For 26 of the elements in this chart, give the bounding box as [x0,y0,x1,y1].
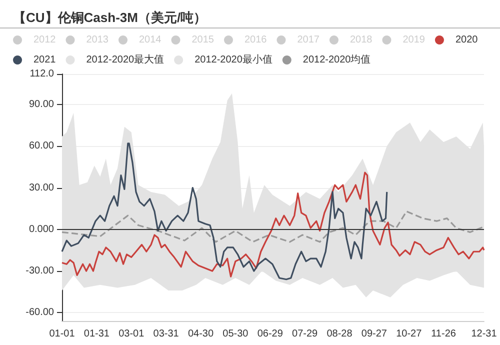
x-tick-label: 01-01 [49,328,76,340]
legend-label: 2021 [34,54,56,66]
chart-title: 【CU】伦铜Cash-3M（美元/吨） [13,10,207,25]
y-tick-label: -60.00 [26,307,54,318]
y-tick-label: 112.0 [30,68,54,80]
y-tick-label: 60.00 [28,140,54,152]
y-tick-label: 0.000 [28,224,54,235]
x-tick-label: 03-01 [118,328,145,340]
y-tick-label: 30.00 [28,182,54,194]
x-tick-label: 04-30 [188,328,214,340]
x-tick-label: 09-27 [361,328,388,340]
legend-label: 2020 [455,34,478,46]
legend-label: 2012-2020最小值 [194,54,272,66]
x-tick-label: 05-30 [222,328,249,340]
x-tick-label: 11-26 [431,328,456,340]
legend-label: 2012-2020均值 [302,54,371,66]
x-tick-label: 12-31 [471,328,498,340]
y-tick-label: 90.00 [28,99,54,110]
legend-label: 2012-2020最大值 [86,54,164,66]
x-tick-label: 06-29 [257,328,284,340]
x-tick-label: 10-27 [396,328,422,340]
y-tick-label: -30.00 [26,266,54,277]
x-tick-label: 07-29 [292,328,318,340]
x-tick-label: 03-31 [153,328,180,340]
x-tick-label: 08-28 [326,328,353,340]
x-tick-label: 01-31 [84,328,110,340]
